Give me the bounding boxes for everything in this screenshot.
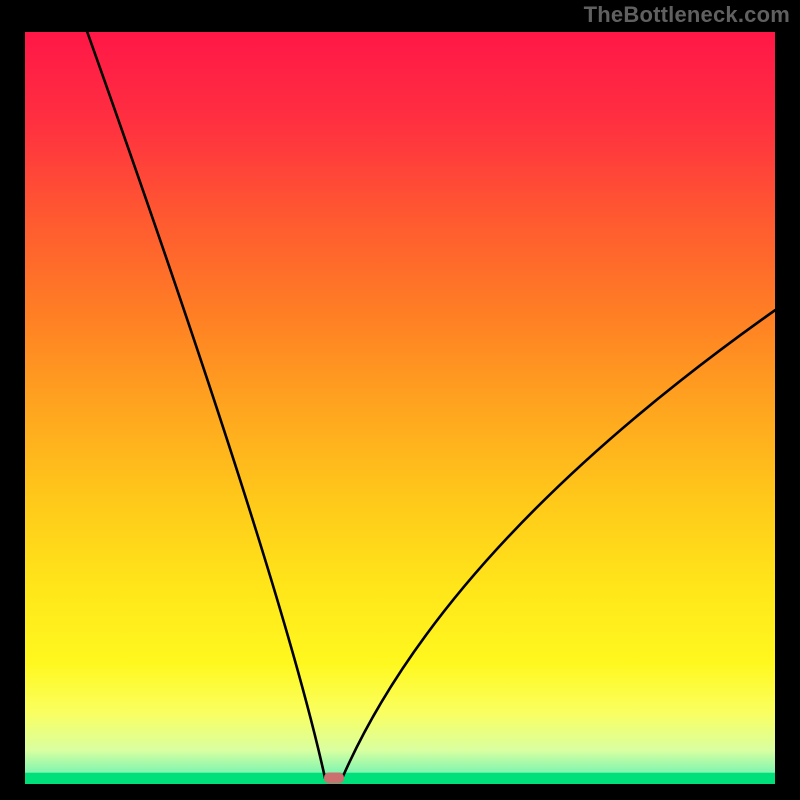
optimal-point-marker (324, 772, 344, 783)
bottom-green-band (25, 773, 775, 784)
outer-frame: TheBottleneck.com (0, 0, 800, 800)
watermark-text: TheBottleneck.com (584, 2, 790, 28)
chart-svg (0, 0, 800, 800)
